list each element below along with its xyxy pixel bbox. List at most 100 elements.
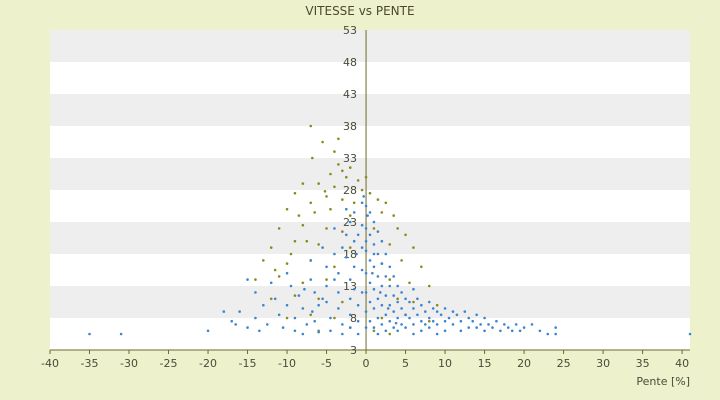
- scatter-point: [311, 156, 314, 160]
- scatter-point: [368, 233, 372, 237]
- scatter-point: [400, 259, 403, 262]
- scatter-point: [293, 239, 297, 243]
- scatter-point: [352, 287, 356, 291]
- scatter-point: [416, 297, 419, 301]
- scatter-point: [364, 326, 368, 329]
- scatter-point: [364, 271, 368, 275]
- y-tick-label: 38: [343, 120, 357, 133]
- y-tick-label: 18: [343, 248, 357, 261]
- scatter-point: [388, 332, 392, 336]
- scatter-point: [337, 307, 340, 310]
- scatter-point: [443, 307, 447, 310]
- scatter-point: [348, 214, 352, 217]
- x-tick-label: 15: [478, 357, 492, 370]
- scatter-point: [451, 310, 455, 313]
- scatter-point: [317, 243, 320, 246]
- scatter-point: [329, 316, 332, 320]
- scatter-point: [372, 287, 376, 291]
- scatter-point: [447, 316, 451, 320]
- axes: [50, 30, 690, 351]
- scatter-point: [344, 233, 348, 237]
- x-tick-label: 30: [596, 357, 610, 370]
- scatter-point: [471, 319, 475, 323]
- scatter-point: [372, 307, 376, 310]
- scatter-point: [293, 316, 297, 320]
- scatter-point: [392, 294, 396, 297]
- scatter-point: [499, 329, 502, 333]
- scatter-point: [372, 243, 376, 246]
- y-tick-label: 13: [343, 280, 357, 293]
- scatter-point: [356, 303, 360, 307]
- scatter-point: [352, 211, 356, 214]
- scatter-point: [380, 284, 384, 288]
- scatter-point: [348, 246, 352, 249]
- scatter-point: [230, 319, 234, 323]
- x-tick-label: -30: [120, 357, 138, 370]
- scatter-point: [254, 278, 257, 281]
- y-tick-label: 48: [343, 56, 357, 69]
- x-tick-label: 35: [636, 357, 650, 370]
- scatter-point: [368, 259, 372, 262]
- y-tick-label: 28: [343, 184, 357, 197]
- scatter-point: [313, 291, 316, 294]
- scatter-point: [412, 332, 415, 336]
- scatter-point: [341, 169, 344, 173]
- scatter-point: [313, 319, 316, 323]
- scatter-point: [380, 239, 384, 243]
- scatter-point: [333, 316, 336, 320]
- scatter-point: [254, 291, 257, 294]
- scatter-point: [412, 246, 415, 249]
- scatter-point: [325, 195, 328, 198]
- scatter-point: [412, 307, 415, 310]
- scatter-point: [368, 281, 372, 285]
- scatter-point: [424, 310, 427, 313]
- scatter-point: [301, 223, 305, 227]
- y-tick-label: 33: [343, 152, 357, 165]
- scatter-point: [420, 303, 423, 307]
- scatter-point: [325, 284, 328, 288]
- y-tick-label: 43: [343, 88, 357, 101]
- scatter-point: [688, 332, 692, 336]
- scatter-point: [388, 319, 392, 323]
- x-tick-label: -10: [278, 357, 296, 370]
- scatter-point: [420, 265, 423, 269]
- scatter-point: [514, 323, 518, 326]
- scatter-point: [510, 329, 514, 333]
- scatter-point: [333, 227, 336, 230]
- scatter-point: [341, 246, 344, 249]
- scatter-point: [435, 332, 439, 336]
- scatter-point: [435, 323, 439, 326]
- scatter-point: [530, 323, 534, 326]
- scatter-point: [297, 294, 301, 297]
- scatter-point: [348, 313, 352, 317]
- plot-band: [50, 254, 690, 286]
- scatter-point: [337, 291, 340, 294]
- scatter-point: [362, 195, 365, 198]
- scatter-point: [301, 307, 305, 310]
- scatter-point: [380, 303, 384, 307]
- scatter-point: [427, 316, 431, 320]
- scatter-point: [394, 321, 398, 325]
- scatter-point: [538, 329, 542, 333]
- scatter-point: [392, 310, 396, 313]
- scatter-point: [376, 198, 380, 201]
- scatter-point: [475, 313, 478, 317]
- scatter-point: [297, 214, 301, 217]
- scatter-point: [518, 329, 522, 333]
- scatter-point: [396, 227, 399, 230]
- scatter-point: [463, 310, 467, 313]
- scatter-point: [285, 207, 289, 211]
- scatter-point: [368, 300, 372, 304]
- scatter-point: [483, 329, 486, 333]
- scatter-point: [408, 281, 411, 285]
- scatter-point: [360, 291, 364, 294]
- scatter-point: [119, 332, 123, 336]
- scatter-point: [352, 239, 356, 243]
- scatter-point: [285, 262, 289, 265]
- scatter-point: [376, 297, 380, 301]
- scatter-point: [427, 284, 431, 288]
- scatter-point: [289, 284, 293, 288]
- scatter-point: [325, 227, 328, 230]
- scatter-point: [503, 323, 506, 326]
